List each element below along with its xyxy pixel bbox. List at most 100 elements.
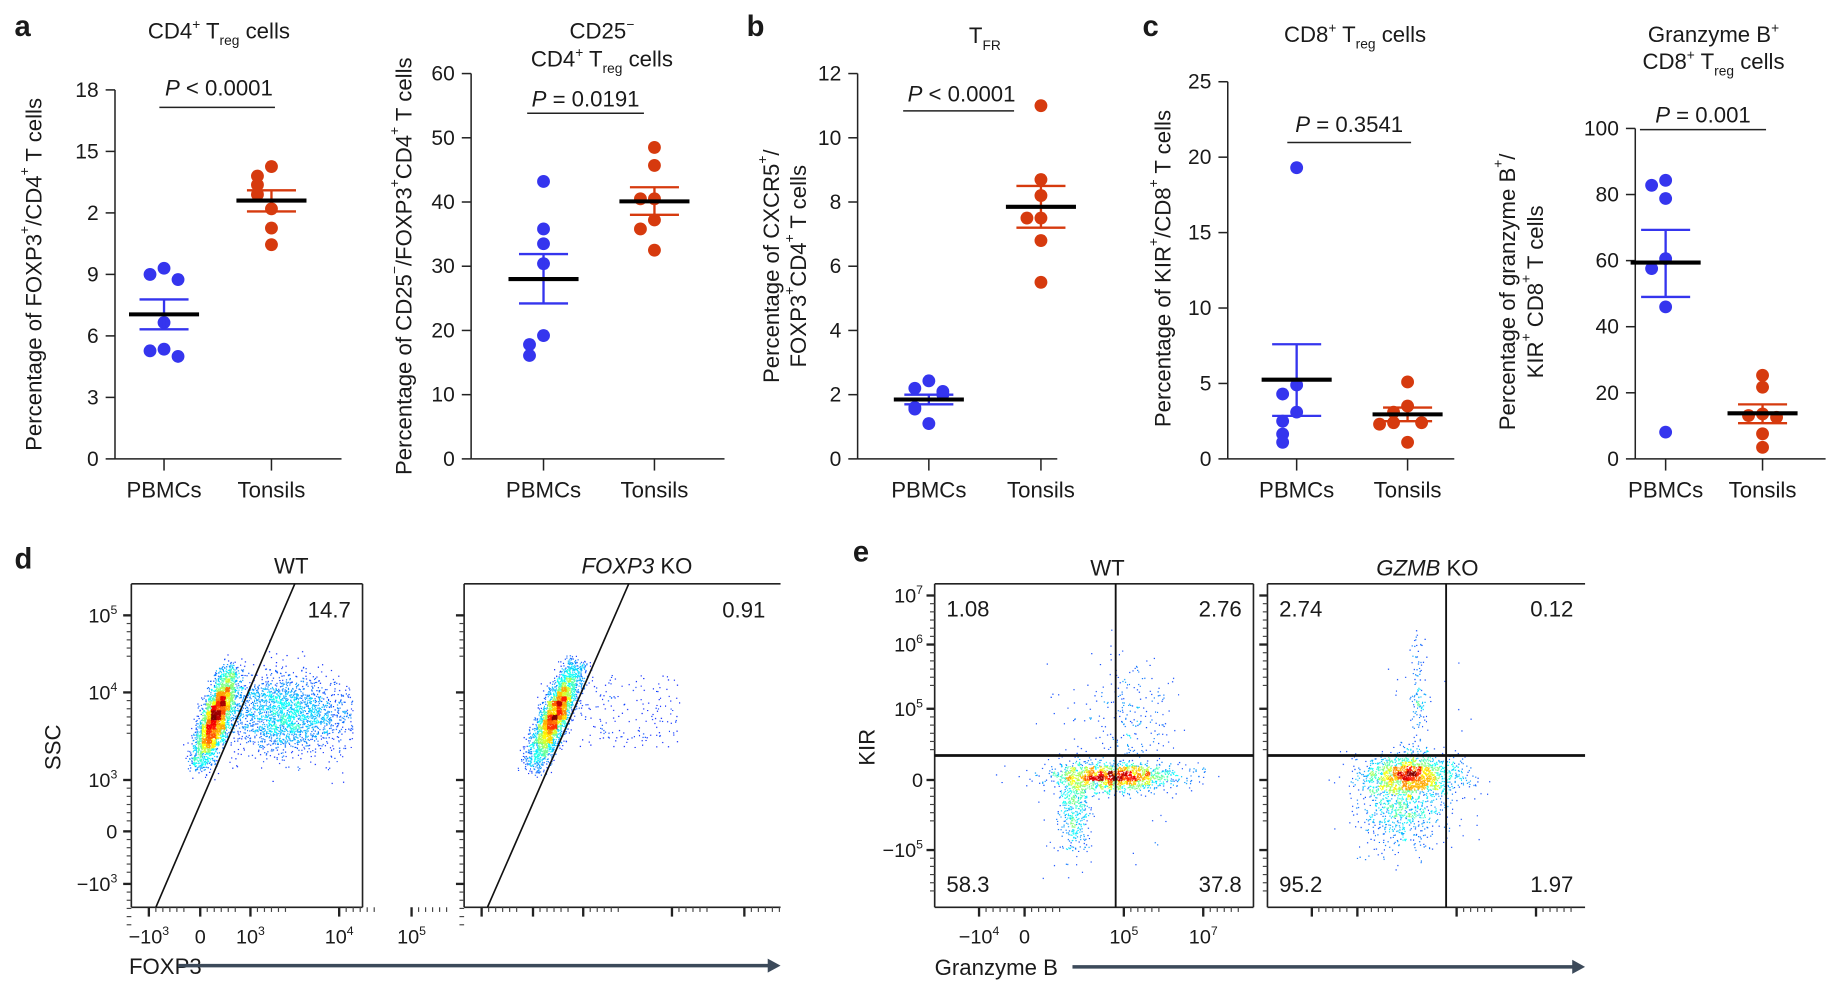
data-point-tonsils [1020, 211, 1034, 225]
y-tick-label: 105 [894, 696, 923, 720]
subscript: reg [603, 61, 623, 76]
text-segment: −10 [129, 926, 163, 948]
chart-title: CD8+ Treg cells [1642, 48, 1784, 79]
chart-title: Granzyme B+ [1648, 21, 1779, 47]
text-segment: 10 [325, 926, 347, 948]
text-segment: / [759, 149, 784, 156]
p-text: < 0.0001 [922, 82, 1015, 107]
p-text: = 0.001 [1670, 103, 1751, 128]
text-segment: 10 [397, 926, 419, 948]
x-tick-label: 0 [195, 926, 206, 948]
chart-title: CD4+ Treg cells [148, 17, 290, 48]
text-segment: T [969, 23, 983, 48]
y-tick-label: 20 [431, 319, 454, 342]
x-tick-label: PBMCs [891, 477, 966, 502]
data-point-pbmcs [143, 344, 157, 358]
text-segment: CD25 [570, 19, 627, 44]
y-tick-label: 15 [75, 140, 98, 163]
y-tick-label: 104 [88, 680, 117, 704]
superscript: + [781, 287, 796, 295]
superscript: + [781, 234, 796, 242]
data-point-tonsils [1034, 234, 1048, 247]
quadrant-upper-right: 2.76 [1199, 597, 1242, 622]
superscript: + [1146, 238, 1161, 246]
data-point-tonsils [251, 178, 264, 192]
p-value: P = 0.0191 [532, 86, 640, 111]
arrowhead-icon [1572, 959, 1586, 974]
data-point-pbmcs [1659, 425, 1673, 439]
y-tick-label: 106 [894, 632, 923, 656]
x-tick-label: PBMCs [1628, 477, 1703, 502]
data-point-tonsils [1756, 368, 1769, 382]
gate-percent: 14.7 [308, 598, 351, 623]
y-tick-label: 6 [87, 325, 99, 348]
superscript: 7 [1211, 924, 1218, 938]
superscript: − [387, 266, 402, 274]
y-tick-label: 0 [1200, 448, 1212, 471]
text-segment: T [583, 47, 603, 72]
gate-line [155, 583, 296, 908]
text-segment: cells [622, 47, 673, 72]
superscript: 5 [110, 603, 117, 617]
text-segment: KO [654, 553, 692, 578]
superscript: 5 [916, 696, 923, 710]
text-segment: FOXP3 [581, 553, 654, 578]
quadrant-upper-right: 0.12 [1530, 597, 1573, 622]
data-point-tonsils [265, 221, 278, 235]
text-segment: CD8 [1642, 49, 1686, 74]
p-value: P < 0.0001 [165, 76, 273, 101]
x-tick-label: −103 [129, 924, 170, 948]
text-segment: CD4 [391, 135, 416, 179]
data-point-pbmcs [922, 417, 936, 430]
density-scatter [1267, 583, 1586, 908]
text-segment: 10 [88, 682, 110, 704]
data-point-tonsils [1756, 427, 1769, 441]
text-segment: −10 [959, 926, 993, 948]
data-point-tonsils [1034, 173, 1048, 186]
y-tick-label: 4 [830, 319, 842, 342]
text-segment: /CD4 [21, 175, 46, 226]
flow-plot-d-1: FOXP3 KO 0.91 [455, 553, 781, 926]
text-segment: Percentage of CXCR5 [759, 164, 784, 383]
y-tick-label: 25 [1188, 71, 1211, 94]
data-point-tonsils [1756, 380, 1769, 394]
y-tick-label: 2 [87, 202, 99, 225]
y-tick-label: 3 [87, 386, 99, 409]
data-point-tonsils [648, 213, 661, 227]
y-tick-label: 0 [1607, 448, 1619, 471]
y-tick-label: 40 [431, 191, 454, 214]
superscript: 5 [1131, 924, 1138, 938]
data-point-tonsils [1415, 416, 1429, 430]
text-segment: T cells [786, 165, 811, 234]
text-segment: CD4 [531, 47, 575, 72]
x-axis-label: Granzyme B [935, 955, 1058, 980]
p-text: < 0.0001 [180, 76, 273, 101]
y-axis-label: KIR+ CD8+ T cells [1518, 205, 1547, 378]
gate-percent: 0.91 [722, 598, 765, 623]
chart-b: 0 2 4 6 8 10 12 PBMCs Tonsils TFR P < 0.0001 Percen… [754, 23, 1076, 502]
text-segment: KO [1440, 556, 1478, 581]
superscript: + [1146, 179, 1161, 187]
superscript: + [1518, 275, 1533, 283]
data-point-pbmcs [1659, 173, 1673, 187]
panel-label-c: c [1143, 11, 1159, 43]
x-tick-label: 104 [325, 924, 354, 948]
text-segment: 10 [894, 586, 916, 608]
panel-label-b: b [747, 11, 765, 43]
text-segment: T cells [1522, 205, 1547, 274]
data-point-tonsils [1401, 375, 1415, 389]
text-segment: cells [1734, 49, 1785, 74]
data-point-pbmcs [171, 349, 185, 363]
plot-title: FOXP3 KO [581, 553, 692, 578]
y-tick-label: 60 [1596, 250, 1619, 273]
x-tick-label: Tonsils [621, 477, 689, 502]
text-segment: 10 [1189, 926, 1211, 948]
superscript: + [16, 226, 31, 234]
text-segment: Percentage of KIR [1150, 246, 1175, 427]
data-point-tonsils [1401, 435, 1415, 449]
p-symbol: P [908, 82, 923, 107]
